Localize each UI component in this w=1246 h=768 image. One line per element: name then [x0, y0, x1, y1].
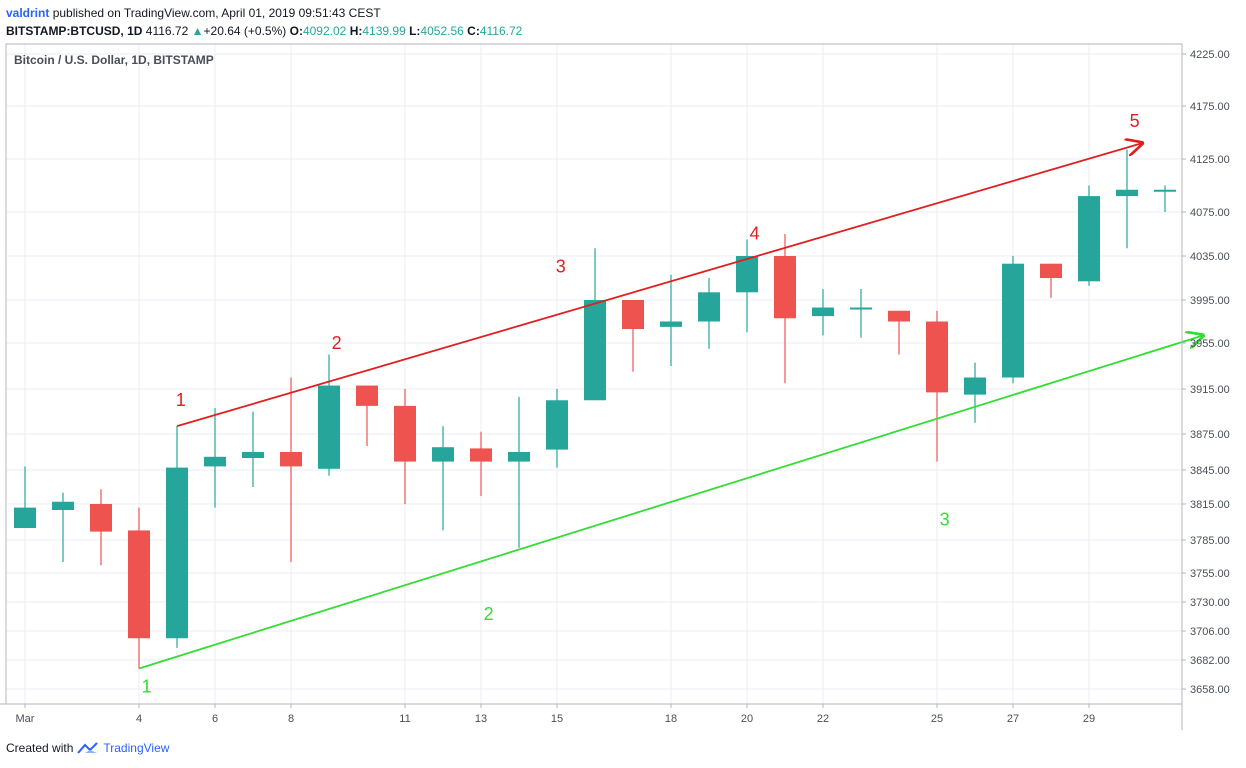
wave-label: 3 [556, 257, 566, 277]
candle-body [128, 530, 150, 639]
price-axis[interactable]: 3658.00 3682.00 3706.00 3730.00 3755.00 3785.… [1181, 44, 1230, 730]
candle-body [1116, 189, 1138, 197]
candle-body [926, 321, 948, 393]
price-tick-label: 3875.00 [1190, 429, 1230, 441]
price-tick-label: 3955.00 [1190, 338, 1230, 350]
price-tick-label: 3755.00 [1190, 568, 1230, 580]
candle-body [166, 467, 188, 639]
candle-body [1040, 263, 1062, 278]
candle-body [888, 310, 910, 322]
candle-body [470, 448, 492, 462]
high-label: H: [349, 24, 363, 38]
candle-body [660, 321, 682, 327]
tradingview-brand-link[interactable]: TradingView [103, 741, 170, 755]
support-trend-line [138, 335, 1203, 670]
resistance-trend-line [176, 143, 1142, 427]
price-tick-label: 4075.00 [1190, 207, 1230, 219]
wave-label: 1 [176, 390, 186, 410]
footer: Created with TradingView [6, 741, 169, 755]
candle-body [90, 504, 112, 532]
price-tick-label: 4175.00 [1190, 101, 1230, 113]
wave-label: 2 [332, 333, 342, 353]
price-tick-label: 3995.00 [1190, 295, 1230, 307]
time-tick-label: 11 [399, 713, 410, 725]
price-tick-label: 3915.00 [1190, 384, 1230, 396]
candle-body [622, 300, 644, 330]
price-change: +20.64 (+0.5%) [203, 24, 287, 38]
candle-body [584, 300, 606, 401]
time-tick-label: 22 [817, 713, 829, 725]
open-label: O: [289, 24, 303, 38]
price-tick-label: 4125.00 [1190, 154, 1230, 166]
last-price: 4116.72 [145, 24, 189, 38]
wave-label: 4 [750, 224, 760, 244]
candle-body [508, 452, 530, 462]
candle-body [52, 501, 74, 510]
symbol-label: BITSTAMP:BTCUSD, 1D [6, 24, 143, 38]
candle-body [280, 452, 302, 467]
candle-body [1002, 263, 1024, 378]
chart-header: valdrint published on TradingView.com, A… [6, 4, 522, 40]
price-tick-label: 3658.00 [1190, 684, 1230, 696]
price-tick-label: 3682.00 [1190, 655, 1230, 667]
time-axis[interactable]: Mar 4 6 8 11 13 15 18 20 22 25 27 29 [0, 703, 1182, 725]
candle-body [1154, 189, 1176, 192]
candle-body [546, 400, 568, 450]
publish-line: valdrint published on TradingView.com, A… [6, 4, 522, 22]
candle-body [850, 307, 872, 310]
chart-title: Bitcoin / U.S. Dollar, 1D, BITSTAMP [14, 53, 214, 67]
trend-lines [138, 143, 1203, 670]
candle-body [394, 405, 416, 462]
time-tick-label: 20 [741, 713, 753, 725]
candles [14, 149, 1176, 669]
time-tick-label: 18 [665, 713, 677, 725]
close-label: C: [467, 24, 480, 38]
time-tick-label: 15 [551, 713, 563, 725]
candle-body [774, 256, 796, 319]
time-tick-label: 27 [1007, 713, 1019, 725]
time-tick-label: 13 [475, 713, 487, 725]
candle-body [318, 385, 340, 469]
wave-label: 3 [940, 510, 950, 530]
price-tick-label: 3845.00 [1190, 465, 1230, 477]
price-tick-label: 3785.00 [1190, 535, 1230, 547]
wave-label: 5 [1130, 111, 1140, 131]
candle-body [242, 452, 264, 458]
time-tick-label: 29 [1083, 713, 1095, 725]
high-value: 4139.99 [362, 24, 406, 38]
wave-labels: 1 2 3 4 5 1 2 3 [142, 111, 1140, 696]
up-triangle-icon: ▲ [191, 24, 204, 38]
price-tick-label: 4035.00 [1190, 251, 1230, 263]
ohlc-line: BITSTAMP:BTCUSD, 1D 4116.72 ▲+20.64 (+0.… [6, 22, 522, 40]
tradingview-logo-icon [77, 742, 99, 754]
candle-body [432, 447, 454, 462]
candle-body [204, 456, 226, 467]
time-tick-label: 25 [931, 713, 943, 725]
price-tick-label: 3815.00 [1190, 499, 1230, 511]
price-tick-label: 3730.00 [1190, 597, 1230, 609]
created-with-label: Created with [6, 741, 74, 755]
open-value: 4092.02 [302, 24, 347, 38]
time-tick-label: 8 [288, 713, 294, 725]
close-value: 4116.72 [479, 24, 523, 38]
candle-body [14, 507, 36, 528]
candle-body [698, 292, 720, 322]
price-tick-label: 4225.00 [1190, 49, 1230, 61]
wave-label: 1 [142, 677, 152, 697]
published-text: published on TradingView.com, April 01, … [52, 6, 381, 20]
low-value: 4052.56 [420, 24, 464, 38]
time-tick-label: Mar [16, 713, 35, 725]
time-tick-label: 6 [212, 713, 218, 725]
author-name[interactable]: valdrint [6, 6, 50, 20]
candle-body [356, 385, 378, 406]
time-tick-label: 4 [136, 713, 142, 725]
price-tick-label: 3706.00 [1190, 626, 1230, 638]
candle-body [1078, 196, 1100, 282]
candle-body [964, 377, 986, 395]
wave-label: 2 [484, 604, 494, 624]
candle-body [812, 307, 834, 317]
candle-body [736, 256, 758, 293]
low-label: L: [409, 24, 421, 38]
